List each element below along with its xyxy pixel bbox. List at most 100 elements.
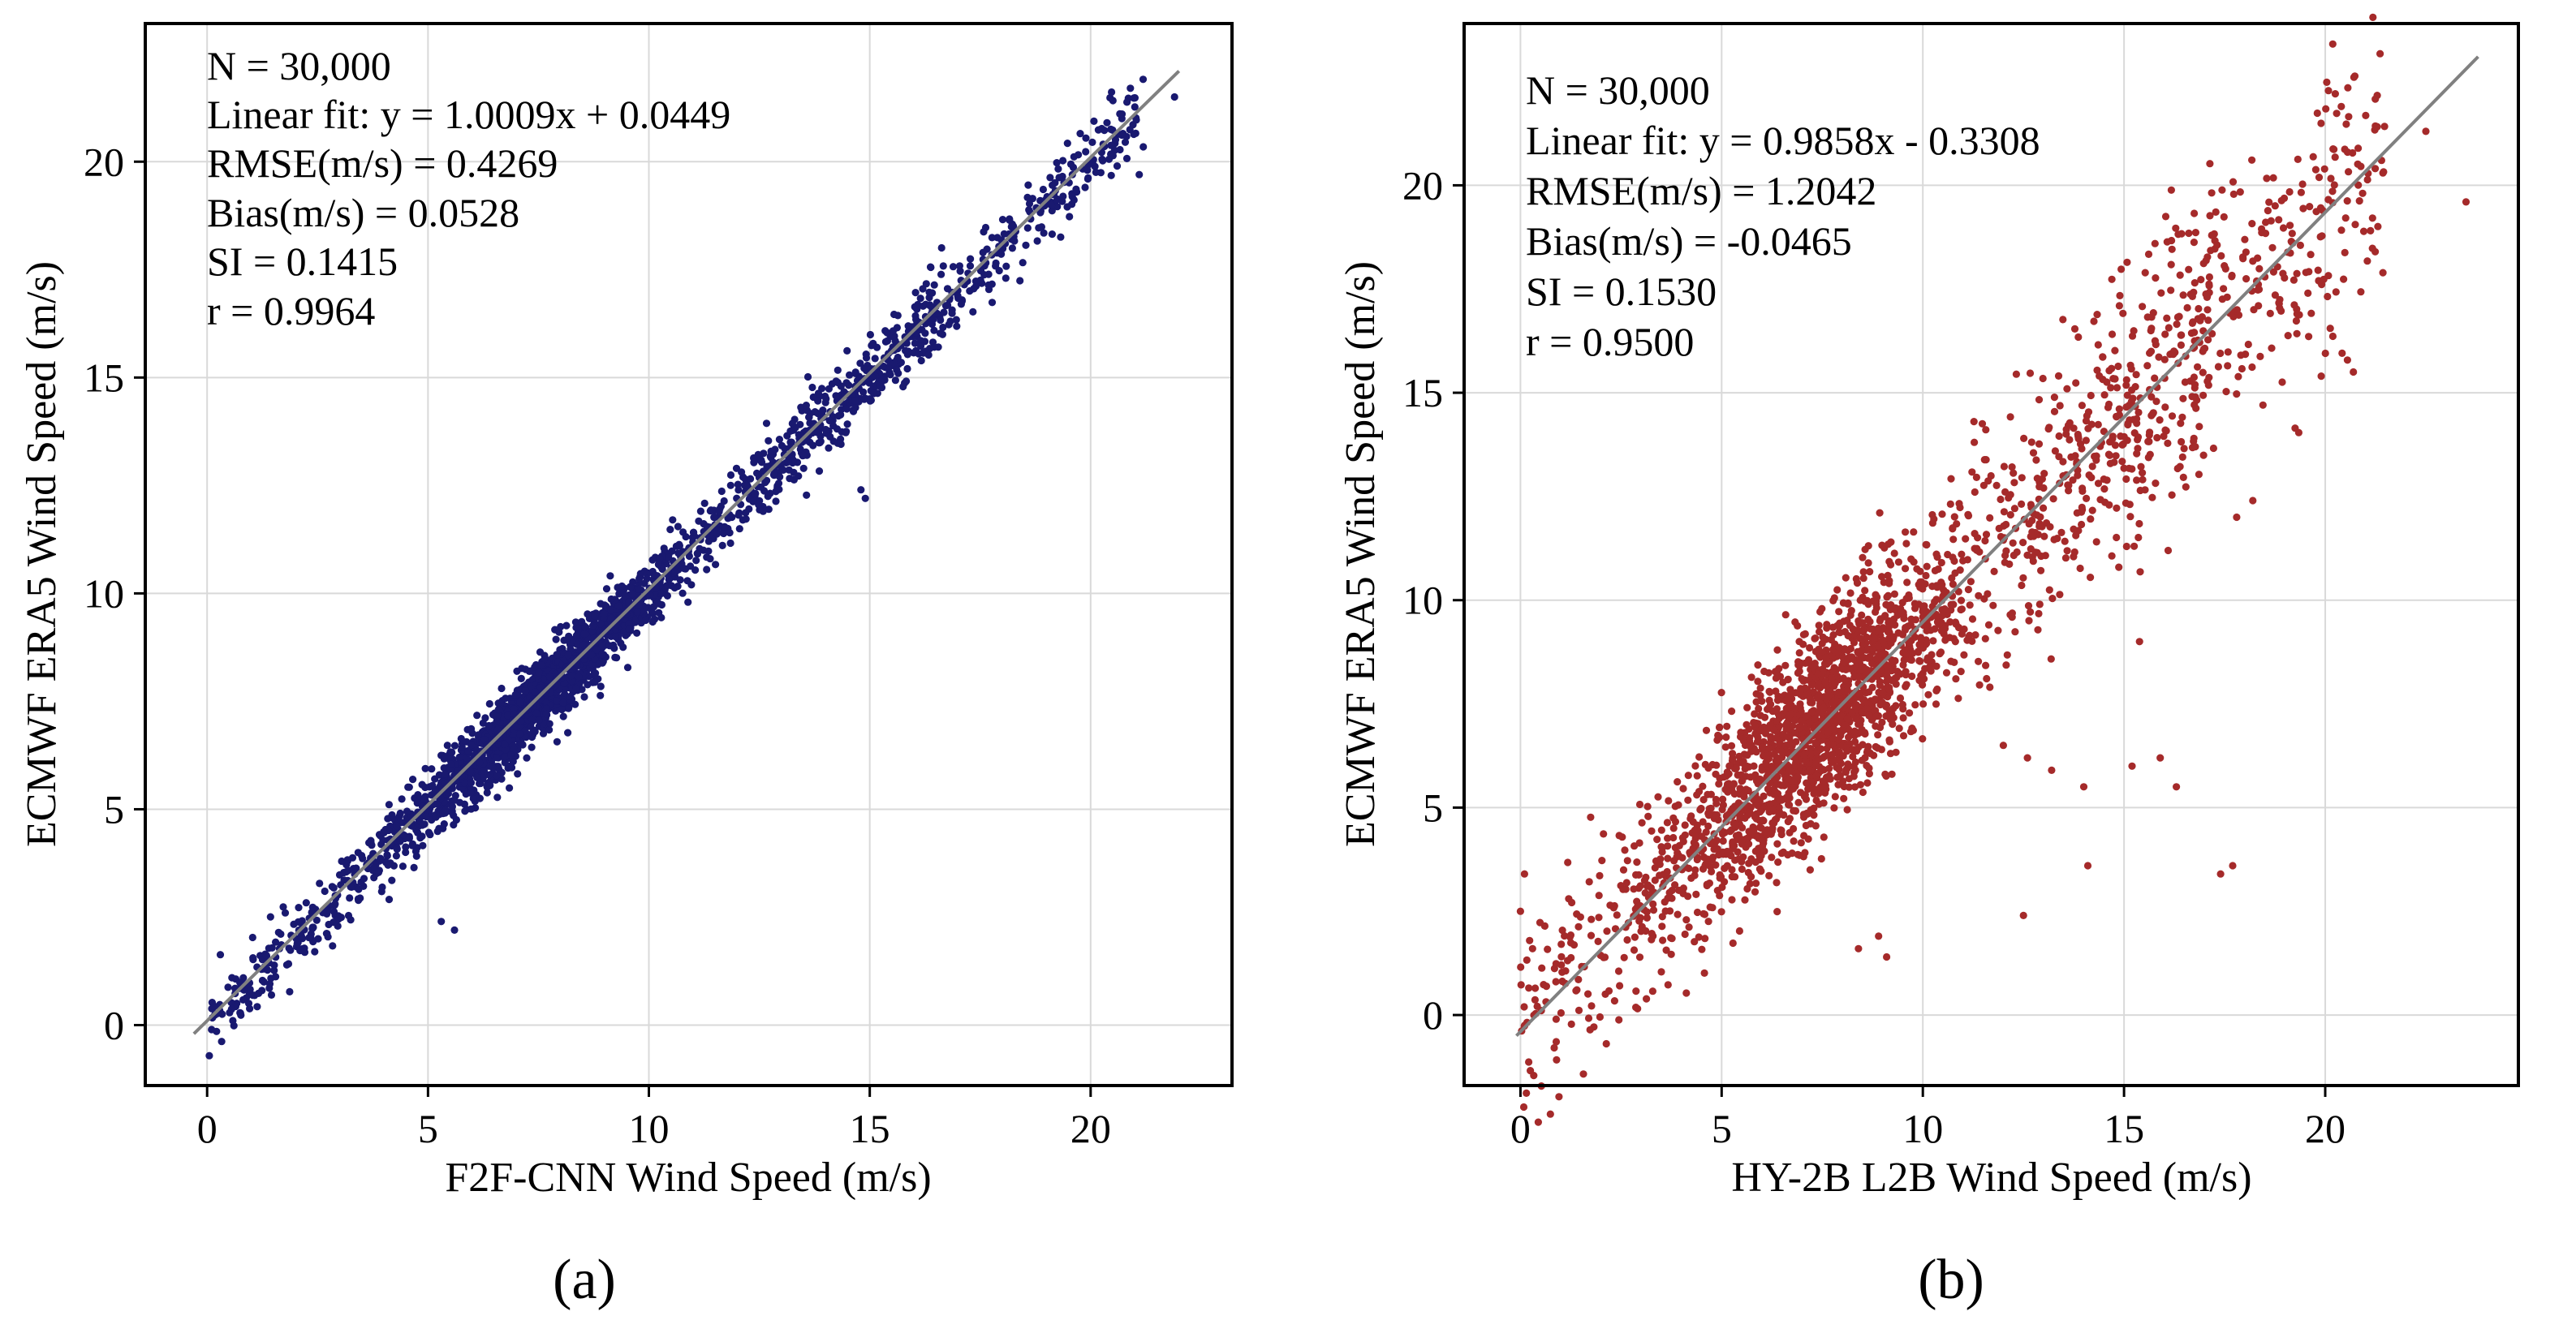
scatter-point bbox=[1643, 883, 1651, 890]
scatter-point bbox=[2362, 112, 2369, 119]
scatter-point bbox=[305, 934, 312, 941]
scatter-point bbox=[1895, 558, 1902, 565]
scatter-point bbox=[1861, 587, 1868, 594]
scatter-point bbox=[1574, 923, 1582, 931]
scatter-point bbox=[2215, 363, 2222, 370]
scatter-point bbox=[1844, 806, 1851, 813]
scatter-point bbox=[321, 888, 329, 895]
scatter-point bbox=[1932, 551, 1940, 558]
stats-line-r: r = 0.9964 bbox=[207, 288, 375, 333]
scatter-point bbox=[925, 351, 933, 359]
scatter-point bbox=[1815, 670, 1822, 677]
scatter-point bbox=[2224, 362, 2231, 369]
scatter-point bbox=[413, 853, 420, 860]
scatter-point bbox=[1553, 978, 1560, 985]
scatter-point bbox=[1757, 727, 1764, 734]
scatter-point bbox=[1983, 675, 1990, 682]
scatter-point bbox=[1082, 148, 1089, 155]
scatter-point bbox=[918, 357, 925, 364]
scatter-point bbox=[2139, 469, 2146, 476]
scatter-point bbox=[272, 939, 279, 946]
scatter-point bbox=[1765, 669, 1773, 677]
scatter-point bbox=[2123, 543, 2130, 550]
scatter-point bbox=[1984, 477, 1992, 484]
scatter-point bbox=[1684, 797, 1691, 804]
x-tick-label: 20 bbox=[1070, 1106, 1111, 1151]
scatter-point bbox=[1053, 196, 1061, 203]
scatter-point bbox=[1954, 694, 1962, 702]
scatter-point bbox=[1016, 277, 1023, 284]
scatter-point bbox=[536, 648, 544, 656]
scatter-point bbox=[1621, 954, 1628, 961]
scatter-point bbox=[1923, 541, 1930, 548]
scatter-point bbox=[868, 397, 875, 404]
scatter-point bbox=[2107, 460, 2114, 467]
scatter-point bbox=[695, 518, 702, 525]
scatter-point bbox=[2329, 333, 2337, 340]
scatter-point bbox=[1752, 858, 1760, 866]
scatter-point bbox=[535, 716, 542, 724]
scatter-point bbox=[1892, 702, 1899, 709]
scatter-point bbox=[2279, 270, 2286, 277]
scatter-point bbox=[2324, 272, 2332, 279]
scatter-point bbox=[1758, 824, 1765, 832]
scatter-point bbox=[1780, 811, 1787, 819]
scatter-point bbox=[2272, 202, 2279, 209]
scatter-point bbox=[1570, 941, 1578, 948]
scatter-point bbox=[1810, 779, 1817, 786]
scatter-point bbox=[635, 575, 643, 583]
scatter-point bbox=[1986, 514, 1993, 522]
scatter-point bbox=[1965, 586, 1972, 593]
scatter-point bbox=[2085, 408, 2092, 415]
scatter-point bbox=[308, 925, 316, 932]
scatter-point bbox=[927, 264, 934, 271]
scatter-point bbox=[2123, 259, 2130, 266]
scatter-point bbox=[270, 961, 278, 969]
scatter-point bbox=[498, 685, 505, 692]
scatter-point bbox=[2380, 269, 2387, 277]
scatter-point bbox=[2105, 401, 2113, 408]
scatter-point bbox=[518, 675, 525, 682]
scatter-point bbox=[1984, 590, 1991, 597]
scatter-point bbox=[1648, 936, 1655, 944]
scatter-point bbox=[1584, 991, 1592, 998]
scatter-point bbox=[338, 914, 345, 921]
scatter-point bbox=[1733, 764, 1740, 772]
scatter-point bbox=[887, 371, 894, 378]
scatter-point bbox=[2367, 227, 2374, 234]
scatter-point bbox=[2341, 249, 2349, 256]
scatter-point bbox=[258, 987, 265, 994]
scatter-point bbox=[2113, 505, 2120, 512]
scatter-point bbox=[870, 383, 877, 390]
scatter-point bbox=[752, 490, 759, 497]
scatter-point bbox=[603, 585, 610, 592]
scatter-point bbox=[1872, 600, 1880, 608]
scatter-point bbox=[553, 651, 560, 658]
scatter-point bbox=[1040, 186, 1047, 193]
scatter-point bbox=[2286, 221, 2294, 229]
scatter-point bbox=[1083, 166, 1091, 174]
scatter-point bbox=[359, 855, 366, 862]
scatter-point bbox=[316, 879, 323, 887]
scatter-point bbox=[533, 709, 541, 716]
scatter-point bbox=[2139, 303, 2146, 310]
scatter-point bbox=[1657, 968, 1665, 975]
scatter-point bbox=[2040, 375, 2047, 382]
scatter-point bbox=[970, 285, 977, 292]
scatter-point bbox=[1956, 504, 1963, 511]
scatter-point bbox=[2165, 324, 2173, 331]
scatter-point bbox=[1971, 439, 1978, 446]
scatter-point bbox=[1923, 563, 1931, 570]
scatter-point bbox=[2040, 505, 2047, 512]
scatter-point bbox=[537, 661, 545, 669]
scatter-point bbox=[388, 877, 395, 884]
scatter-point bbox=[2380, 170, 2387, 177]
scatter-point bbox=[834, 367, 842, 374]
scatter-point bbox=[2177, 272, 2184, 279]
scatter-point bbox=[1709, 854, 1717, 861]
scatter-point bbox=[1724, 848, 1731, 855]
scatter-point bbox=[1997, 496, 2004, 503]
scatter-point bbox=[2180, 291, 2187, 299]
scatter-point bbox=[1887, 750, 1894, 757]
scatter-point bbox=[2230, 191, 2238, 198]
